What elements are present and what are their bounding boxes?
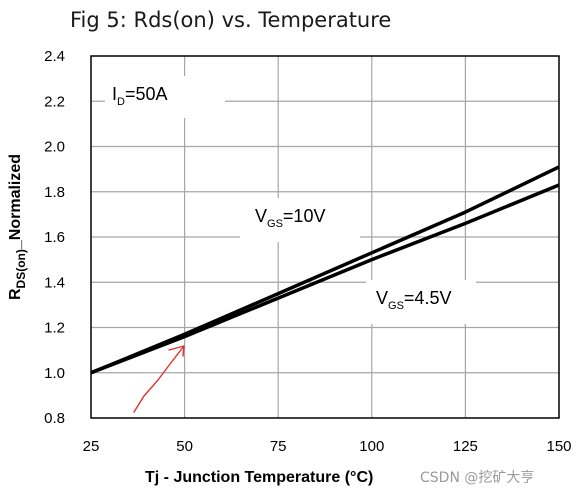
y-tick-label: 1.6 (44, 229, 65, 246)
annotation-id: ID=50A (112, 84, 168, 108)
vgs45-label-bg (366, 280, 476, 324)
chart-title: Fig 5: Rds(on) vs. Temperature (70, 8, 391, 32)
series-line-vgs-10v (90, 165, 560, 375)
id-label-bg (105, 76, 225, 118)
y-tick-label: 1.0 (44, 365, 65, 382)
red-arrow (133, 345, 185, 413)
x-ticks: 25 50 75 100 125 150 (83, 438, 572, 455)
watermark: CSDN @挖矿大亨 (420, 469, 534, 486)
series-line-vgs-4-5v (90, 183, 560, 375)
y-ticks: 0.8 1.0 1.2 1.4 1.6 1.8 2.0 2.2 2.4 (44, 48, 65, 427)
x-axis-label: Tj - Junction Temperature (°C) (145, 469, 373, 486)
plot-frame (90, 55, 560, 419)
annotation-vgs-10v: VGS=10V (255, 206, 325, 230)
annotation-vgs-4-5v: VGS=4.5V (376, 288, 451, 312)
vgs10-label-bg (240, 198, 360, 242)
y-tick-label: 2.2 (44, 93, 65, 110)
y-tick-label: 2.0 (44, 139, 65, 156)
y-tick-label: 0.8 (44, 410, 65, 427)
x-tick-label: 125 (453, 438, 478, 455)
x-tick-label: 75 (270, 438, 287, 455)
y-tick-label: 1.8 (44, 184, 65, 201)
y-tick-label: 1.4 (44, 274, 65, 291)
x-tick-label: 25 (83, 438, 100, 455)
x-tick-label: 150 (546, 438, 571, 455)
y-tick-label: 2.4 (44, 48, 65, 65)
x-tick-label: 50 (176, 438, 193, 455)
series-group (90, 165, 560, 375)
y-tick-label: 1.2 (44, 320, 65, 337)
y-axis-label: RDS(on)_Normalized (7, 154, 28, 300)
red-arrowhead (168, 345, 185, 357)
x-tick-label: 100 (359, 438, 384, 455)
